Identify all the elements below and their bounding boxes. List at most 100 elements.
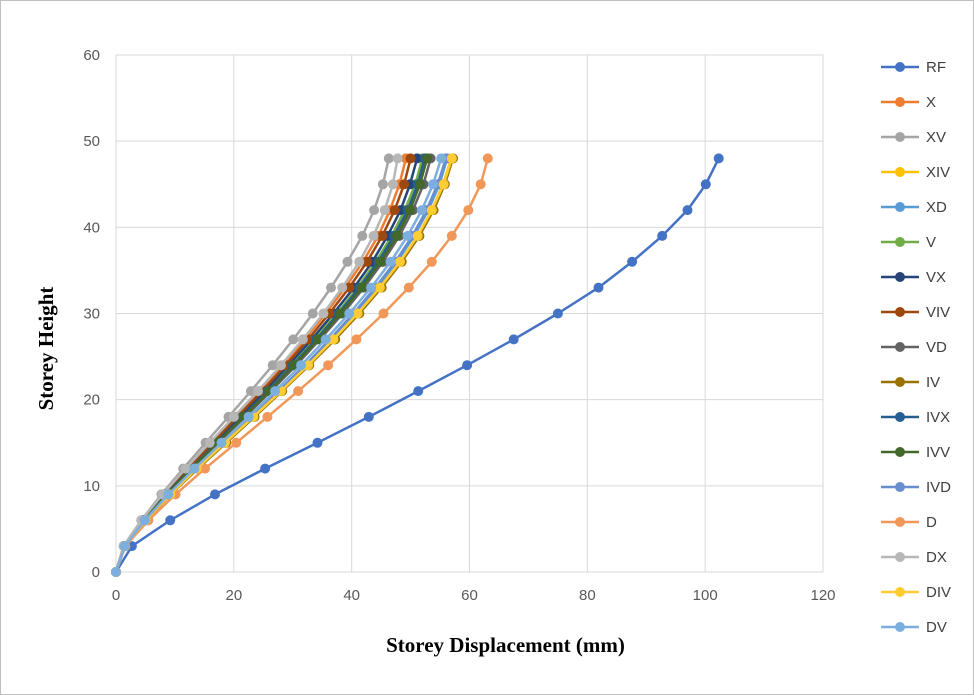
data-point: [402, 230, 413, 241]
data-point: [165, 515, 176, 526]
series-dv: [111, 153, 447, 577]
legend-label: IVV: [926, 444, 950, 461]
data-point: [216, 437, 227, 448]
data-point: [288, 334, 299, 345]
data-point: [303, 360, 314, 371]
data-point: [296, 360, 306, 371]
data-point: [200, 463, 210, 474]
legend-entry: XIV: [881, 164, 950, 181]
x-tick-label: 60: [461, 587, 478, 604]
x-tick-label: 20: [225, 587, 242, 604]
data-point: [446, 153, 457, 164]
legend-entry: XV: [881, 129, 946, 146]
data-point: [377, 230, 388, 241]
data-point: [552, 308, 563, 319]
x-tick-label: 0: [112, 587, 120, 604]
legend-marker: [895, 97, 905, 107]
legend-label: DV: [926, 619, 947, 636]
data-point: [462, 360, 473, 371]
legend-entry: XD: [881, 199, 947, 216]
data-point: [180, 463, 191, 474]
legend-entry: IVD: [881, 479, 951, 496]
data-point: [374, 282, 385, 293]
legend-marker: [895, 482, 905, 492]
data-point: [700, 179, 711, 190]
x-tick-label: 40: [343, 587, 360, 604]
legend-marker: [895, 412, 905, 422]
data-point: [362, 256, 372, 267]
legend-label: IVD: [926, 479, 951, 496]
data-point: [713, 153, 724, 164]
data-point: [204, 437, 215, 448]
data-point: [189, 463, 200, 474]
data-point: [412, 230, 423, 241]
data-point: [392, 230, 402, 241]
data-point: [438, 179, 449, 190]
series-rf: [111, 153, 724, 577]
legend-entry: DV: [881, 619, 947, 636]
tick-labels: 0 10 20 30 40 50 60 0 20 40 60 80 100 120: [83, 47, 835, 604]
data-point: [375, 256, 386, 267]
data-point: [416, 205, 427, 216]
data-point: [463, 205, 474, 216]
data-point: [288, 360, 299, 371]
legend-marker: [895, 202, 905, 212]
data-point: [307, 308, 318, 319]
data-point: [228, 411, 239, 422]
data-point: [383, 153, 394, 164]
y-tick-label: 20: [83, 392, 100, 409]
data-point: [231, 437, 242, 448]
legend-marker: [895, 377, 905, 387]
data-point: [627, 256, 638, 267]
data-point: [446, 230, 457, 241]
y-tick-label: 10: [83, 478, 100, 495]
data-point: [357, 230, 368, 241]
legend-entry: VD: [881, 339, 947, 356]
data-point: [378, 308, 389, 319]
data-point: [387, 179, 398, 190]
data-point: [344, 282, 355, 293]
legend-label: IVX: [926, 409, 950, 426]
legend-entry: IVX: [881, 409, 950, 426]
data-point: [508, 334, 519, 345]
legend-marker: [895, 517, 905, 527]
data-point: [352, 308, 363, 319]
data-point: [163, 489, 174, 500]
data-point: [260, 463, 271, 474]
x-tick-label: 120: [810, 587, 835, 604]
legend-entry: IVV: [881, 444, 950, 461]
legend-label: D: [926, 514, 937, 531]
data-point: [392, 153, 403, 164]
legend-label: VIV: [926, 304, 950, 321]
legend-label: DX: [926, 549, 947, 566]
series-line: [114, 158, 419, 573]
data-point: [428, 179, 438, 190]
data-point: [312, 437, 323, 448]
data-point: [342, 256, 353, 267]
data-point: [351, 334, 362, 345]
legend-entry: X: [881, 94, 936, 111]
data-point: [682, 205, 693, 216]
legend-label: X: [926, 94, 936, 111]
legend-marker: [895, 307, 905, 317]
data-point: [363, 411, 374, 422]
data-point: [356, 282, 367, 293]
data-point: [366, 282, 377, 293]
data-point: [377, 179, 388, 190]
data-point: [482, 153, 493, 164]
legend-marker: [895, 272, 905, 282]
legend-label: XV: [926, 129, 946, 146]
data-point: [270, 386, 281, 397]
data-point: [369, 205, 380, 216]
data-point: [657, 230, 668, 241]
legend-marker: [895, 132, 905, 142]
data-point: [320, 334, 331, 345]
data-point: [405, 153, 416, 164]
data-point: [313, 334, 324, 345]
series-vx: [111, 153, 423, 577]
y-tick-label: 40: [83, 219, 100, 236]
data-point: [293, 386, 304, 397]
y-tick-label: 60: [83, 47, 100, 64]
data-point: [385, 256, 396, 267]
